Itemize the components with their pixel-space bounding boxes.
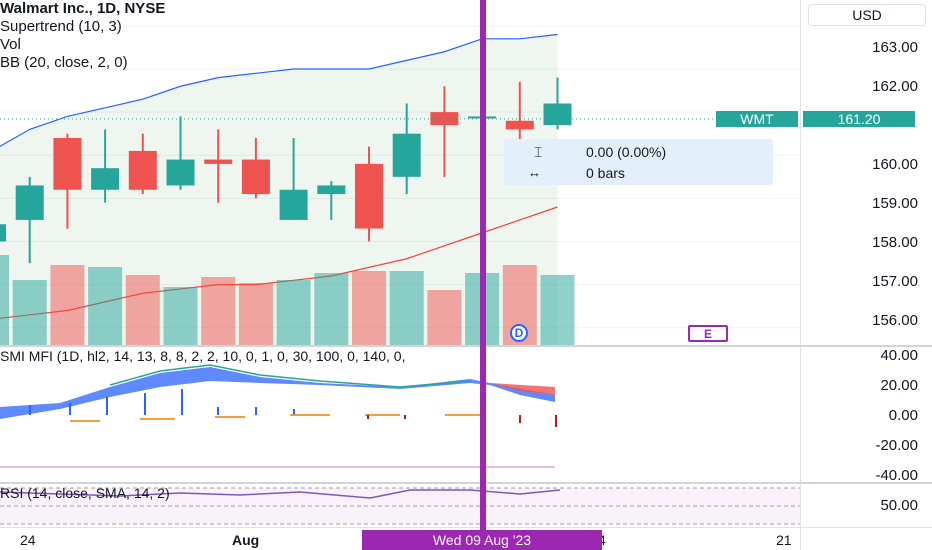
- candle-body: [317, 185, 346, 195]
- dividend-icon[interactable]: D: [510, 324, 528, 342]
- price-range-icon: ⌶: [534, 144, 543, 160]
- bb-upper-line: [0, 33, 558, 148]
- volume-bar: [0, 255, 9, 345]
- bollinger-legend[interactable]: BB (20, close, 2, 0): [0, 54, 128, 71]
- volume-bar: [540, 275, 575, 345]
- candle-body: [279, 189, 308, 220]
- currency-button[interactable]: USD: [808, 4, 926, 26]
- candle-body: [0, 224, 6, 242]
- price-label: 163.00: [872, 39, 918, 56]
- price-chart[interactable]: [0, 0, 800, 345]
- candle-body: [241, 159, 270, 195]
- candle-body: [392, 133, 421, 177]
- supertrend-legend[interactable]: Supertrend (10, 3): [0, 18, 122, 35]
- candle-body: [505, 120, 534, 130]
- candle-body: [204, 159, 233, 164]
- bars-range-icon: ↔: [528, 165, 541, 180]
- volume-legend[interactable]: Vol: [0, 36, 21, 53]
- volume-bar: [201, 277, 236, 345]
- price-change-value: 0.00 (0.00%): [586, 144, 667, 160]
- smi-axis-label: 0.00: [888, 407, 918, 424]
- time-label: 24: [20, 532, 36, 548]
- candle-body: [543, 103, 572, 126]
- bars-count-value: 0 bars: [586, 165, 625, 181]
- measure-tooltip: ⌶ 0.00 (0.00%) ↔ 0 bars: [504, 139, 773, 185]
- last-price-tag: 161.20: [803, 111, 915, 127]
- candle-body: [91, 168, 120, 190]
- smi-axis-label: -20.00: [875, 437, 918, 454]
- time-label: Aug: [232, 532, 260, 548]
- price-label: 159.00: [872, 195, 918, 212]
- candle-body: [355, 163, 383, 229]
- symbol-tag[interactable]: WMT: [716, 111, 798, 127]
- price-label: 157.00: [872, 273, 918, 290]
- smi-mfi-title[interactable]: SMI MFI (1D, hl2, 14, 13, 8, 8, 2, 2, 10…: [0, 348, 406, 364]
- symbol-title[interactable]: Walmart Inc., 1D, NYSE: [0, 0, 166, 17]
- candle-body: [53, 138, 82, 190]
- price-label: 158.00: [872, 234, 918, 251]
- rsi-title[interactable]: RSI (14, close, SMA, 14, 2): [0, 485, 170, 501]
- time-label: 21: [776, 532, 792, 548]
- rsi-axis-label: 50.00: [880, 497, 918, 514]
- volume-bar: [352, 271, 386, 345]
- volume-bar: [314, 273, 349, 345]
- earnings-icon[interactable]: E: [688, 325, 728, 342]
- rsi-panel[interactable]: [0, 484, 800, 527]
- panel-divider: [0, 482, 932, 484]
- chart-legend: Walmart Inc., 1D, NYSE Supertrend (10, 3…: [0, 0, 165, 72]
- volume-bar: [389, 271, 424, 345]
- panel-divider: [0, 345, 932, 347]
- candle-body: [166, 159, 195, 186]
- candle-body: [15, 185, 44, 220]
- price-label: 162.00: [872, 78, 918, 95]
- smi-axis-label: 20.00: [880, 377, 918, 394]
- volume-bar: [427, 290, 462, 345]
- smi-axis-label: -40.00: [875, 467, 918, 484]
- volume-bar: [125, 275, 160, 345]
- volume-bar: [163, 287, 198, 345]
- volume-bar: [50, 265, 85, 345]
- smi-axis-label: 40.00: [880, 347, 918, 364]
- price-label: 160.00: [872, 156, 918, 173]
- crosshair-date-label: Wed 09 Aug '23: [362, 530, 602, 550]
- volume-bar: [276, 280, 311, 345]
- moving-average-line: [0, 206, 558, 319]
- price-axis-border: [800, 0, 801, 550]
- crosshair-vertical-line: [480, 0, 486, 530]
- candle-body: [128, 150, 157, 190]
- volume-bar: [88, 267, 123, 345]
- price-label: 156.00: [872, 312, 918, 329]
- volume-bar: [12, 280, 47, 345]
- smi-mfi-panel[interactable]: [0, 347, 800, 482]
- volume-bar: [238, 283, 273, 345]
- time-axis-border: [0, 527, 932, 528]
